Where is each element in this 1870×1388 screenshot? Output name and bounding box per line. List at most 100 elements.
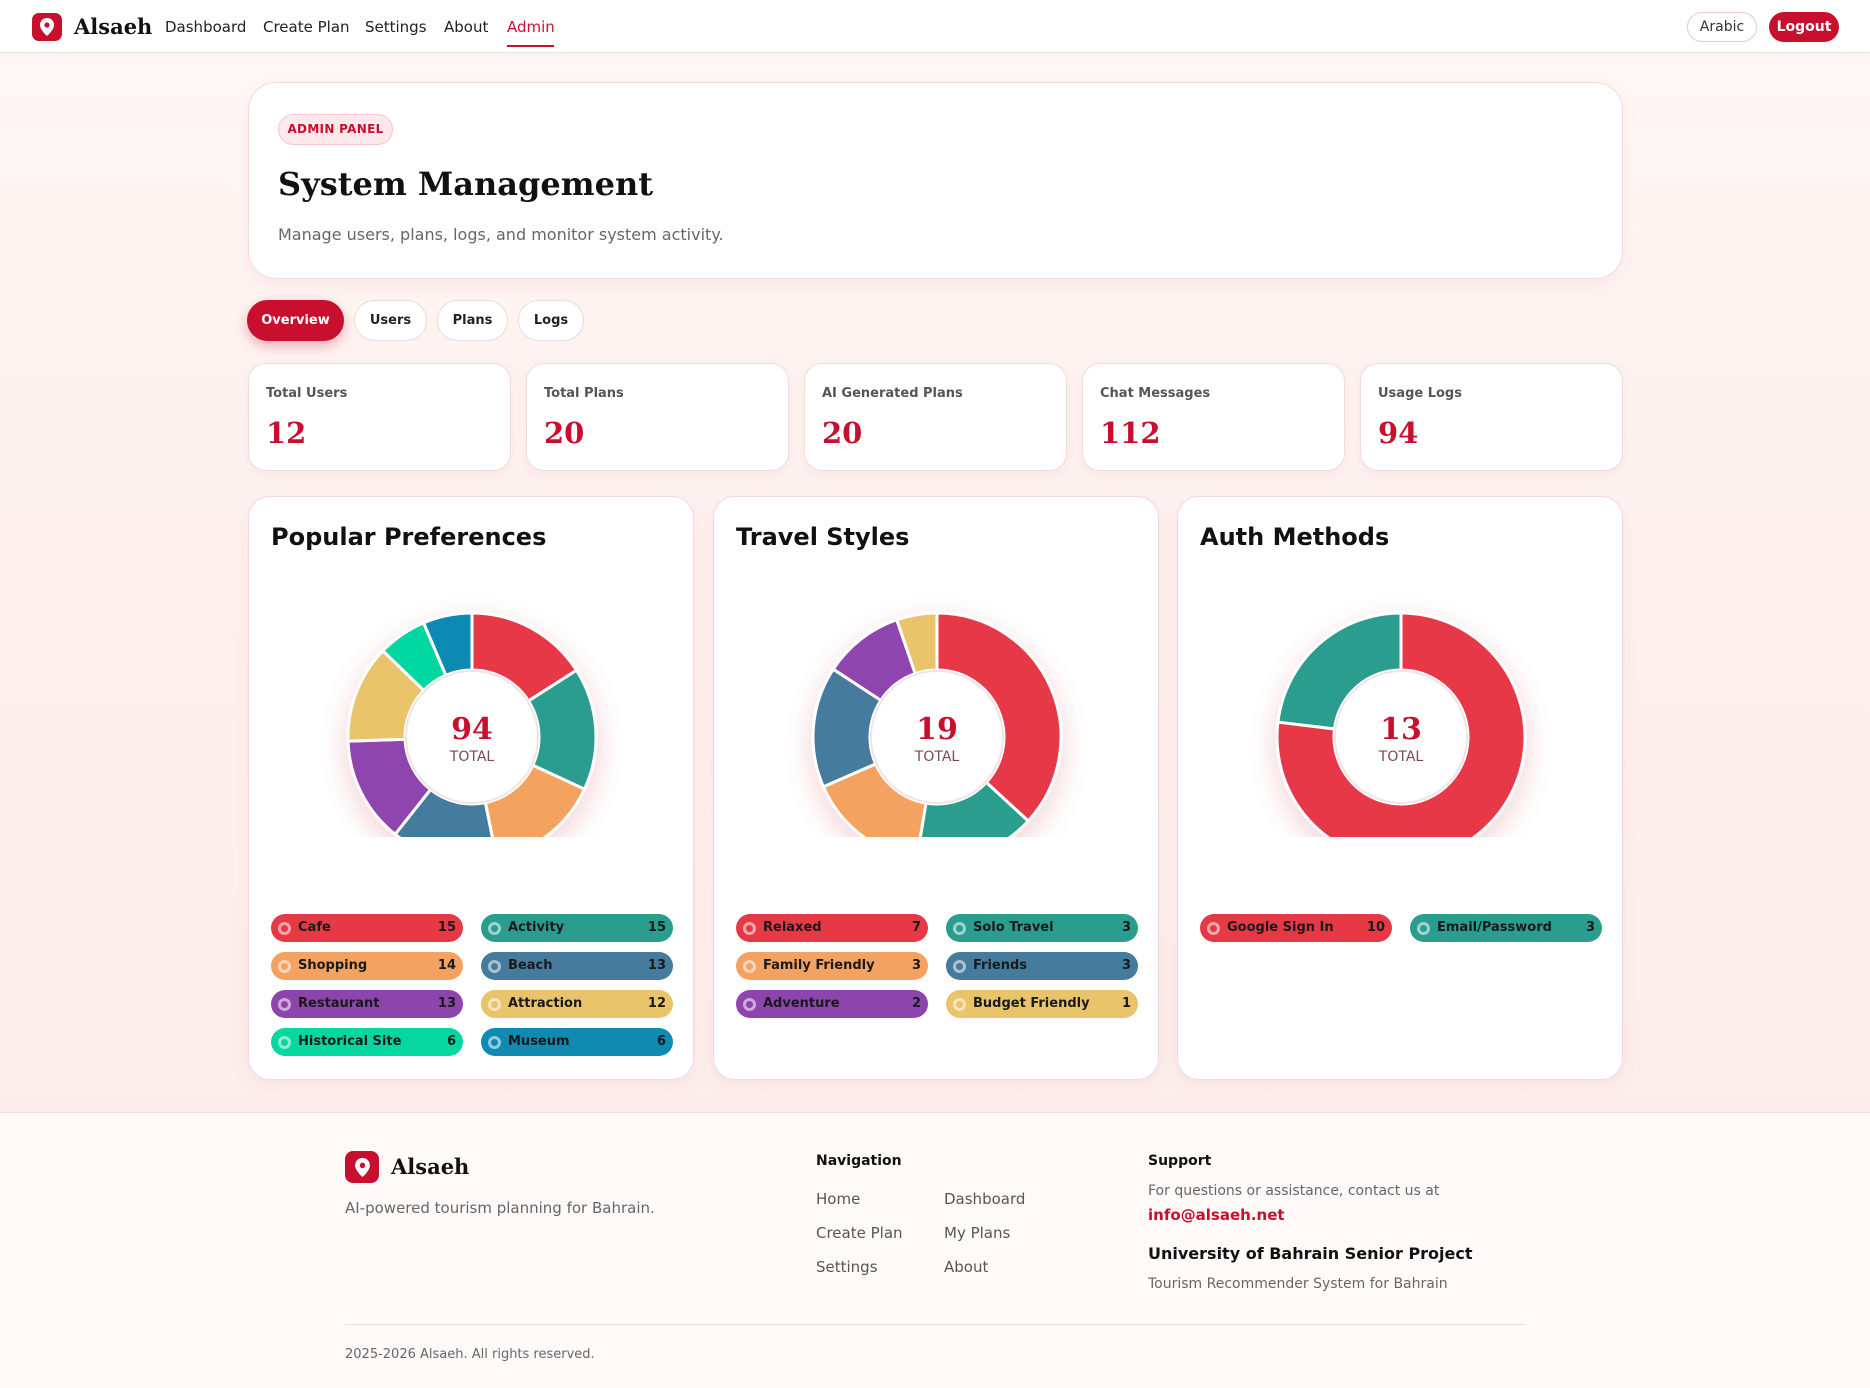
- legend-item-cafe[interactable]: Cafe 15: [271, 914, 463, 942]
- legend-item-beach[interactable]: Beach 13: [481, 952, 673, 980]
- legend-label: Relaxed: [763, 920, 822, 935]
- legend-label: Google Sign In: [1227, 920, 1334, 935]
- footer-link-home[interactable]: Home: [816, 1190, 861, 1208]
- chart-card-auth-methods: Auth Methods 13 TOTAL Google Sign In 10 Emai…: [1177, 496, 1623, 1080]
- legend-dot: [953, 998, 966, 1011]
- donut-chart: 94 TOTAL: [346, 611, 598, 837]
- legend-item-google-sign-in[interactable]: Google Sign In 10: [1200, 914, 1392, 942]
- legend-label: Family Friendly: [763, 958, 875, 973]
- site-footer: Alsaeh AI-powered tourism planning for B…: [0, 1112, 1870, 1388]
- donut-center: [405, 670, 539, 804]
- nav-admin[interactable]: Admin: [507, 18, 555, 36]
- admin-header-card: ADMIN PANEL System Management Manage use…: [248, 82, 1623, 279]
- tab-overview[interactable]: Overview: [247, 300, 344, 341]
- legend-count: 15: [437, 920, 456, 935]
- legend-count: 13: [647, 958, 666, 973]
- legend-item-budget-friendly[interactable]: Budget Friendly 1: [946, 990, 1138, 1018]
- legend-count: 13: [437, 996, 456, 1011]
- stat-value: 94: [1378, 416, 1419, 450]
- legend-item-adventure[interactable]: Adventure 2: [736, 990, 928, 1018]
- footer-nav-heading: Navigation: [816, 1153, 902, 1169]
- stat-value: 20: [544, 416, 585, 450]
- tab-plans[interactable]: Plans: [437, 300, 508, 341]
- footer-link-create-plan[interactable]: Create Plan: [816, 1224, 903, 1242]
- footer-link-my-plans[interactable]: My Plans: [944, 1224, 1011, 1242]
- stat-card-total-plans: Total Plans 20: [526, 363, 789, 471]
- chart-card-preferences: Popular Preferences 94 TOTAL Cafe 15 Activit…: [248, 496, 694, 1080]
- legend-item-shopping[interactable]: Shopping 14: [271, 952, 463, 980]
- legend-count: 10: [1366, 920, 1385, 935]
- language-button[interactable]: Arabic: [1687, 12, 1757, 42]
- legend-item-friends[interactable]: Friends 3: [946, 952, 1138, 980]
- chart-title: Auth Methods: [1200, 523, 1390, 551]
- chart-title: Popular Preferences: [271, 523, 547, 551]
- legend-item-activity[interactable]: Activity 15: [481, 914, 673, 942]
- footer-copyright: 2025-2026 Alsaeh. All rights reserved.: [345, 1347, 595, 1362]
- donut-total-value: 13: [1380, 712, 1422, 747]
- top-navbar: Alsaeh Dashboard Create Plan Settings Ab…: [0, 0, 1870, 53]
- legend-count: 3: [1121, 920, 1131, 935]
- legend-item-museum[interactable]: Museum 6: [481, 1028, 673, 1056]
- stat-label: Usage Logs: [1378, 386, 1462, 401]
- footer-support-heading: Support: [1148, 1153, 1212, 1169]
- legend-dot: [953, 922, 966, 935]
- legend-item-email-password[interactable]: Email/Password 3: [1410, 914, 1602, 942]
- footer-support-email[interactable]: info@alsaeh.net: [1148, 1206, 1285, 1224]
- map-pin-icon: [345, 1151, 379, 1183]
- donut-chart: 19 TOTAL: [811, 611, 1063, 837]
- legend-count: 1: [1121, 996, 1131, 1011]
- footer-project-sub: Tourism Recommender System for Bahrain: [1148, 1276, 1448, 1292]
- footer-link-settings[interactable]: Settings: [816, 1258, 878, 1276]
- nav-create-plan[interactable]: Create Plan: [263, 18, 350, 36]
- stat-value: 20: [822, 416, 863, 450]
- legend-item-relaxed[interactable]: Relaxed 7: [736, 914, 928, 942]
- legend-dot: [488, 998, 501, 1011]
- legend-dot: [278, 998, 291, 1011]
- legend-label: Solo Travel: [973, 920, 1054, 935]
- stat-card-chat-messages: Chat Messages 112: [1082, 363, 1345, 471]
- legend-dot: [743, 998, 756, 1011]
- legend-dot: [743, 960, 756, 973]
- legend-count: 15: [647, 920, 666, 935]
- legend-dot: [488, 960, 501, 973]
- brand-name[interactable]: Alsaeh: [74, 14, 153, 39]
- legend-label: Cafe: [298, 920, 331, 935]
- map-pin-icon[interactable]: [32, 13, 62, 41]
- footer-tagline: AI-powered tourism planning for Bahrain.: [345, 1199, 655, 1217]
- legend-label: Activity: [508, 920, 565, 935]
- legend-label: Restaurant: [298, 996, 380, 1011]
- stat-card-ai-plans: AI Generated Plans 20: [804, 363, 1067, 471]
- legend-count: 6: [446, 1034, 456, 1049]
- stat-label: Total Users: [266, 386, 348, 401]
- legend-item-solo-travel[interactable]: Solo Travel 3: [946, 914, 1138, 942]
- legend-item-historical-site[interactable]: Historical Site 6: [271, 1028, 463, 1056]
- chart-card-travel-styles: Travel Styles 19 TOTAL Relaxed 7 Solo Travel…: [713, 496, 1159, 1080]
- legend-dot: [278, 1036, 291, 1049]
- legend-item-restaurant[interactable]: Restaurant 13: [271, 990, 463, 1018]
- tab-logs[interactable]: Logs: [518, 300, 584, 341]
- legend-label: Museum: [508, 1034, 570, 1049]
- footer-link-dashboard[interactable]: Dashboard: [944, 1190, 1026, 1208]
- legend-count: 2: [911, 996, 921, 1011]
- legend-item-family-friendly[interactable]: Family Friendly 3: [736, 952, 928, 980]
- logout-button[interactable]: Logout: [1769, 12, 1839, 42]
- legend-count: 7: [911, 920, 921, 935]
- stat-card-usage-logs: Usage Logs 94: [1360, 363, 1623, 471]
- nav-settings[interactable]: Settings: [365, 18, 427, 36]
- nav-dashboard[interactable]: Dashboard: [165, 18, 247, 36]
- legend-dot: [743, 922, 756, 935]
- legend-label: Budget Friendly: [973, 996, 1090, 1011]
- footer-divider: [345, 1324, 1525, 1325]
- legend-count: 6: [656, 1034, 666, 1049]
- legend-label: Attraction: [508, 996, 583, 1011]
- legend-count: 12: [647, 996, 666, 1011]
- nav-about[interactable]: About: [444, 18, 489, 36]
- legend-dot: [278, 960, 291, 973]
- legend-dot: [1207, 922, 1220, 935]
- footer-project-title: University of Bahrain Senior Project: [1148, 1244, 1473, 1263]
- legend-item-attraction[interactable]: Attraction 12: [481, 990, 673, 1018]
- tab-users[interactable]: Users: [354, 300, 427, 341]
- footer-link-about[interactable]: About: [944, 1258, 989, 1276]
- page-title: System Management: [278, 165, 654, 203]
- legend-count: 14: [437, 958, 456, 973]
